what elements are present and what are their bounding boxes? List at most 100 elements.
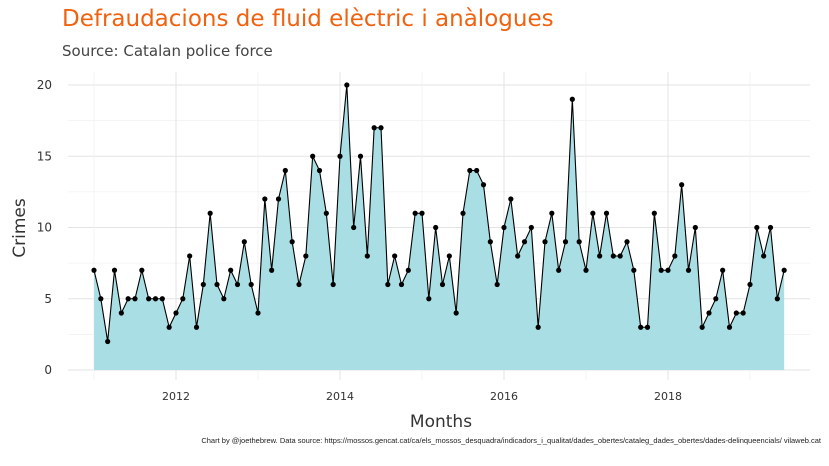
data-point — [419, 210, 425, 216]
data-point — [323, 210, 329, 216]
data-point — [433, 224, 439, 231]
data-point — [193, 324, 200, 330]
data-point — [487, 239, 493, 245]
data-point — [303, 253, 309, 259]
data-point — [166, 324, 172, 330]
data-point — [173, 310, 179, 316]
data-point — [248, 281, 254, 288]
data-point — [241, 239, 247, 245]
data-point — [337, 153, 343, 159]
chart-title: Defraudacions de fluid elèctric i anàlog… — [62, 6, 554, 32]
data-point — [480, 182, 487, 188]
data-point — [590, 210, 596, 216]
data-point — [207, 210, 213, 216]
data-point — [576, 239, 582, 245]
data-point — [180, 296, 186, 302]
data-point — [583, 267, 589, 273]
y-tick-label: 20 — [37, 78, 52, 92]
series-line — [93, 84, 785, 342]
area-fill — [94, 85, 785, 370]
data-point — [460, 210, 466, 216]
data-point — [371, 125, 377, 131]
data-point — [385, 281, 391, 288]
data-point — [767, 224, 774, 231]
data-point — [761, 253, 767, 259]
data-point — [187, 253, 193, 259]
data-point — [139, 267, 145, 273]
data-point — [453, 310, 459, 316]
data-point — [405, 267, 411, 273]
data-point — [535, 324, 541, 330]
data-point — [726, 324, 733, 330]
data-point — [351, 224, 357, 231]
data-point — [426, 296, 432, 302]
line-layer — [93, 84, 785, 342]
data-point — [275, 196, 282, 202]
data-point — [747, 281, 753, 288]
data-point — [651, 210, 657, 216]
data-point — [289, 239, 295, 245]
data-point — [330, 281, 336, 288]
data-point — [467, 167, 473, 174]
data-point — [296, 281, 302, 288]
data-point — [658, 267, 664, 273]
x-tick-label: 2016 — [490, 390, 518, 403]
data-point — [378, 125, 384, 131]
data-point — [262, 196, 268, 202]
points-layer — [91, 82, 787, 345]
data-point — [562, 239, 569, 245]
data-point — [255, 310, 261, 316]
data-point — [125, 296, 131, 302]
data-point — [146, 296, 152, 302]
data-point — [501, 224, 507, 231]
y-tick-label: 5 — [44, 292, 52, 306]
data-point — [152, 296, 159, 302]
x-tick-label: 2018 — [654, 390, 682, 403]
data-point — [105, 338, 111, 345]
data-point — [91, 267, 97, 273]
data-point — [569, 96, 575, 102]
data-point — [515, 253, 521, 259]
data-point — [118, 310, 124, 316]
data-point — [282, 167, 288, 174]
x-tick-label: 2014 — [326, 390, 354, 403]
data-point — [474, 167, 480, 174]
x-axis-ticks: 2012 2014 2016 2018 — [162, 390, 682, 403]
x-axis-label: Months — [410, 412, 472, 432]
data-point — [781, 267, 787, 273]
data-point — [624, 239, 630, 245]
y-tick-label: 15 — [37, 149, 52, 163]
data-point — [754, 224, 760, 231]
data-point — [494, 281, 500, 288]
data-point — [221, 296, 227, 302]
data-point — [528, 224, 534, 231]
data-point — [720, 267, 726, 273]
data-point — [111, 267, 118, 273]
data-point — [310, 153, 316, 159]
data-point — [556, 267, 562, 273]
y-axis-label: Crimes — [10, 198, 30, 258]
data-point — [610, 253, 616, 259]
y-axis-ticks: 0 5 10 15 20 — [37, 78, 52, 377]
area-layer — [94, 85, 785, 370]
data-point — [98, 296, 104, 302]
data-point — [699, 324, 705, 330]
data-point — [446, 253, 452, 259]
data-point — [631, 267, 637, 273]
data-point — [603, 210, 610, 216]
data-point — [344, 82, 350, 88]
data-point — [617, 253, 623, 259]
chart-caption: Chart by @joethebrew. Data source: https… — [201, 436, 821, 445]
data-point — [398, 281, 405, 288]
data-point — [692, 224, 698, 231]
data-point — [159, 296, 165, 302]
data-point — [733, 310, 739, 316]
data-point — [357, 153, 364, 159]
data-point — [234, 281, 241, 288]
data-point — [713, 296, 719, 302]
x-tick-label: 2012 — [162, 390, 190, 403]
data-point — [269, 267, 275, 273]
data-point — [439, 281, 446, 288]
data-point — [644, 324, 651, 330]
